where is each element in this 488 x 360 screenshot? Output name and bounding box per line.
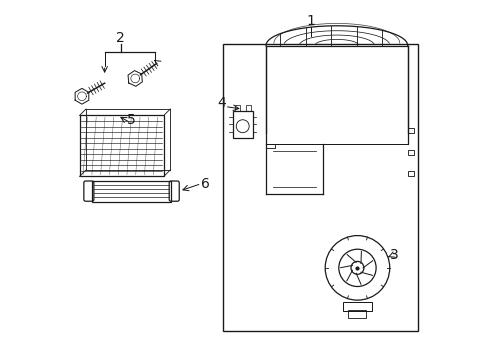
Bar	[348, 310, 366, 318]
Bar	[245, 104, 250, 111]
Bar	[234, 104, 239, 111]
Text: 1: 1	[306, 14, 315, 28]
Bar	[265, 144, 274, 148]
Bar	[407, 171, 413, 176]
Circle shape	[350, 261, 363, 274]
Bar	[407, 129, 413, 134]
Text: 5: 5	[127, 113, 136, 127]
Bar	[407, 150, 413, 155]
Text: 4: 4	[216, 96, 225, 110]
Bar	[92, 181, 171, 202]
Bar	[80, 116, 163, 176]
Text: 3: 3	[389, 248, 398, 262]
Bar	[232, 111, 252, 138]
Text: 6: 6	[200, 177, 209, 190]
Bar	[223, 44, 418, 330]
Bar	[343, 302, 371, 311]
Text: 2: 2	[116, 31, 125, 45]
